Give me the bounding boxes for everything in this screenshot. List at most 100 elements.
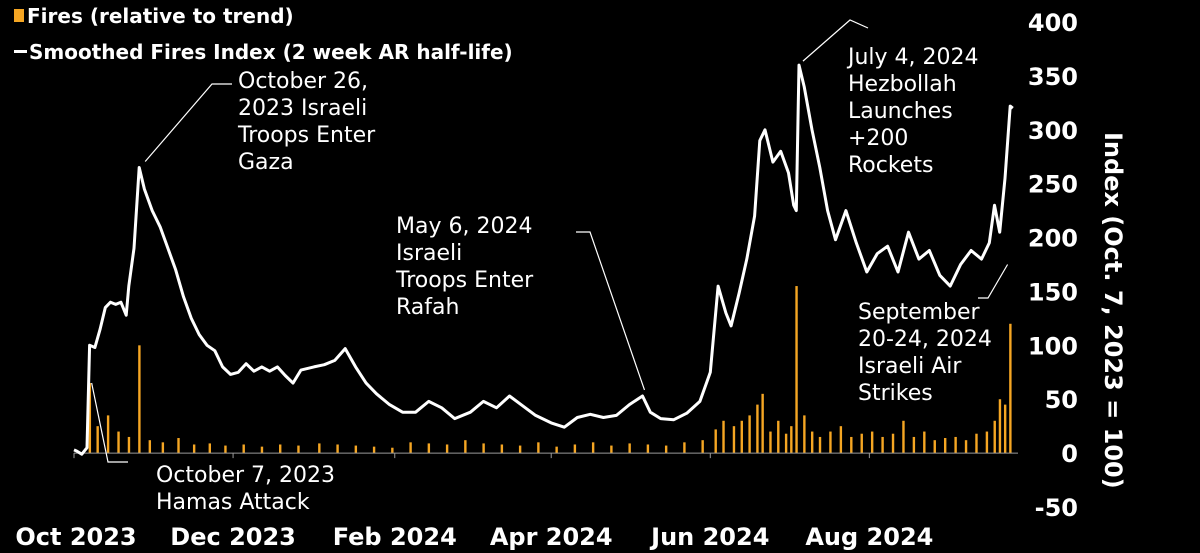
y-tick-label: 400 <box>1028 9 1078 37</box>
y-tick-label: 100 <box>1028 332 1078 360</box>
fires-bar <box>756 404 759 454</box>
fires-bar <box>993 420 996 454</box>
fires-bar <box>279 444 282 454</box>
fires-bar <box>810 431 814 454</box>
fires-bar <box>555 446 558 454</box>
y-tick-label: 350 <box>1028 63 1078 91</box>
fires-bar <box>409 442 412 454</box>
fires-bar <box>464 440 467 454</box>
fires-bar <box>803 415 806 454</box>
fires-bar <box>818 436 822 454</box>
fires-bar <box>912 436 916 454</box>
legend-index-label: Smoothed Fires Index (2 week AR half-lif… <box>29 40 513 64</box>
fires-bar <box>96 426 99 454</box>
fires-bar <box>591 442 595 454</box>
y-axis-ticks: -50 0 50 100 150 200 250 300 350 400 <box>1028 9 1078 522</box>
fires-bar <box>748 415 751 454</box>
fires-bar <box>336 444 339 454</box>
fires-bar <box>943 438 947 454</box>
fires-bar <box>573 444 577 454</box>
fires-bar <box>610 445 613 454</box>
fires-bar <box>354 445 358 454</box>
fires-bar <box>998 399 1002 454</box>
fires-bar <box>923 431 926 454</box>
fires-bar <box>902 420 905 454</box>
x-tick-label: Dec 2023 <box>170 523 296 551</box>
fires-bar <box>701 440 704 454</box>
y-tick-label: 200 <box>1028 225 1078 253</box>
annotation-leader-lines <box>91 19 1009 463</box>
fires-bar <box>732 426 736 454</box>
legend-index-swatch <box>14 50 27 53</box>
fires-bar <box>242 444 245 454</box>
legend-index: Smoothed Fires Index (2 week AR half-lif… <box>14 40 513 64</box>
fires-bar <box>1009 323 1012 454</box>
legend-fires-swatch <box>14 9 24 22</box>
leader-hezbollah-rockets <box>802 19 869 62</box>
fires-bar <box>850 436 853 454</box>
smoothed-fires-index-line <box>73 63 1014 456</box>
fires-bar <box>127 436 131 454</box>
fires-bar <box>208 443 212 454</box>
y-tick-label: -50 <box>1035 494 1078 522</box>
fires-bar <box>683 442 686 454</box>
fires-bar <box>192 444 196 454</box>
fires-bar <box>148 440 152 454</box>
fires-bar <box>445 444 449 454</box>
fires-bar <box>537 442 540 454</box>
y-tick-label: 150 <box>1028 278 1078 306</box>
fires-bar <box>933 440 936 454</box>
fires-bar <box>297 445 300 454</box>
fires-bar <box>224 445 227 454</box>
x-tick-label: Aug 2024 <box>805 523 933 551</box>
fires-bar <box>870 431 874 454</box>
fires-bar <box>372 446 376 454</box>
leader-air-strikes <box>978 264 1009 299</box>
fires-bar <box>790 426 793 454</box>
fires-bar <box>740 420 743 454</box>
annotation-rafah-entry: May 6, 2024 Israeli Troops Enter Rafah <box>396 214 534 320</box>
fires-bar <box>646 444 650 454</box>
fires-bar <box>117 431 120 454</box>
annotation-gaza-entry: October 26, 2023 Israeli Troops Enter Ga… <box>238 69 376 175</box>
fires-bar <box>777 420 780 454</box>
fires-bar <box>628 443 631 454</box>
y-tick-label: 50 <box>1045 386 1078 414</box>
fires-bar <box>795 286 798 454</box>
fires-bar <box>177 438 180 454</box>
legend-fires-label: Fires (relative to trend) <box>27 4 294 28</box>
x-tick-label: Apr 2024 <box>490 523 613 551</box>
fires-bar <box>391 447 394 454</box>
fires-bar <box>761 393 764 454</box>
leader-hamas-attack <box>91 382 128 463</box>
fires-bar <box>769 431 772 454</box>
fires-bar <box>954 436 957 454</box>
fires-bar <box>482 443 485 454</box>
y-axis-label: Index (Oct. 7, 2023 = 100) <box>1099 132 1127 489</box>
leader-rafah-entry <box>576 231 646 391</box>
fires-bar <box>664 445 668 454</box>
leader-gaza-entry <box>144 83 232 162</box>
y-tick-label: 250 <box>1028 171 1078 199</box>
fires-bar <box>964 440 968 454</box>
fires-bar <box>500 444 504 454</box>
fires-bar <box>839 426 843 454</box>
fires-bars <box>88 286 1012 454</box>
x-axis-ticks: Oct 2023 Dec 2023 Feb 2024 Apr 2024 Jun 2024… <box>15 453 933 551</box>
fires-bar <box>161 442 165 454</box>
y-tick-label: 300 <box>1028 117 1078 145</box>
fires-bar <box>260 446 264 454</box>
fires-bar <box>784 433 788 454</box>
annotation-air-strikes: September 20-24, 2024 Israeli Air Strike… <box>858 300 992 406</box>
fires-bar <box>518 445 522 454</box>
fires-bar <box>881 436 884 454</box>
fires-bar <box>860 433 863 454</box>
fires-bar <box>318 443 321 454</box>
fires-bar <box>985 431 989 454</box>
x-tick-label: Oct 2023 <box>15 523 136 551</box>
fires-bar <box>722 420 725 454</box>
fires-bar <box>829 431 832 454</box>
fires-bar <box>427 443 431 454</box>
fires-bar <box>88 383 92 454</box>
legend-fires: Fires (relative to trend) <box>14 4 294 28</box>
